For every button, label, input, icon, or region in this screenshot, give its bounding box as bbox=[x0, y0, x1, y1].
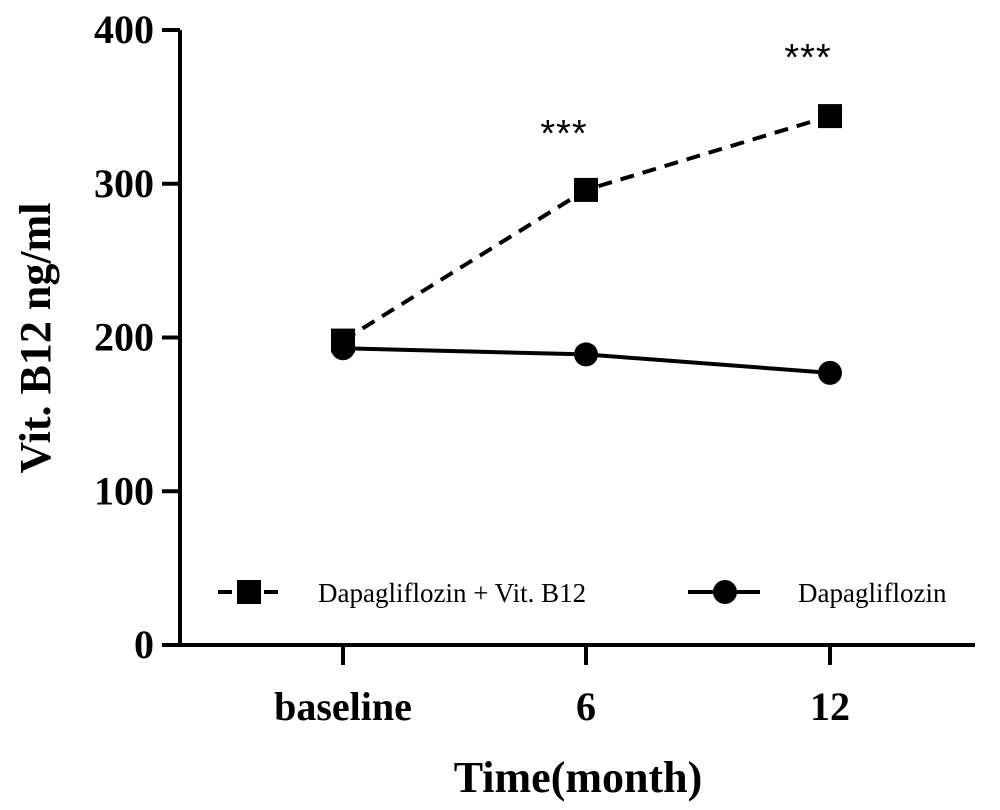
y-tick-label: 100 bbox=[94, 468, 154, 513]
legend-label: Dapagliflozin + Vit. B12 bbox=[318, 578, 586, 608]
y-tick-label: 300 bbox=[94, 161, 154, 206]
dapagliflozin-point bbox=[818, 360, 842, 385]
x-axis-title: Time(month) bbox=[454, 753, 703, 802]
series-layer bbox=[331, 104, 842, 385]
dapagliflozin-legend-marker bbox=[713, 580, 737, 604]
x-ticks: baseline 6 12 bbox=[274, 645, 850, 729]
significance-marker: *** bbox=[784, 37, 831, 79]
annotations: *** *** bbox=[540, 37, 831, 155]
axes: 0 100 200 300 400 baseline 6 12 bbox=[94, 7, 975, 729]
y-ticks: 0 100 200 300 400 bbox=[94, 7, 180, 667]
series-dapagliflozin-vit-b12 bbox=[331, 104, 842, 353]
x-tick-label: 12 bbox=[810, 684, 850, 729]
y-tick-label: 400 bbox=[94, 7, 154, 52]
y-tick-label: 200 bbox=[94, 315, 154, 360]
legend: Dapagliflozin + Vit. B12 Dapagliflozin bbox=[218, 578, 947, 608]
x-tick-label: baseline bbox=[274, 684, 412, 729]
legend-item-dapagliflozin: Dapagliflozin bbox=[688, 578, 947, 608]
x-tick-label: 6 bbox=[576, 684, 596, 729]
significance-marker: *** bbox=[540, 113, 587, 155]
y-tick-label: 0 bbox=[134, 622, 154, 667]
dapagliflozin-vit-b12-point bbox=[818, 104, 842, 129]
series-dapagliflozin bbox=[331, 336, 842, 385]
dapagliflozin-point bbox=[574, 342, 598, 367]
dapagliflozin-vit-b12-point bbox=[331, 328, 355, 353]
legend-item-dapagliflozin-vit-b12: Dapagliflozin + Vit. B12 bbox=[218, 578, 586, 608]
dapagliflozin-vit-b12-legend-marker bbox=[237, 580, 261, 604]
legend-label: Dapagliflozin bbox=[798, 578, 947, 608]
dapagliflozin-vit-b12-point bbox=[574, 177, 598, 202]
y-axis-title: Vit. B12 ng/ml bbox=[11, 203, 60, 474]
